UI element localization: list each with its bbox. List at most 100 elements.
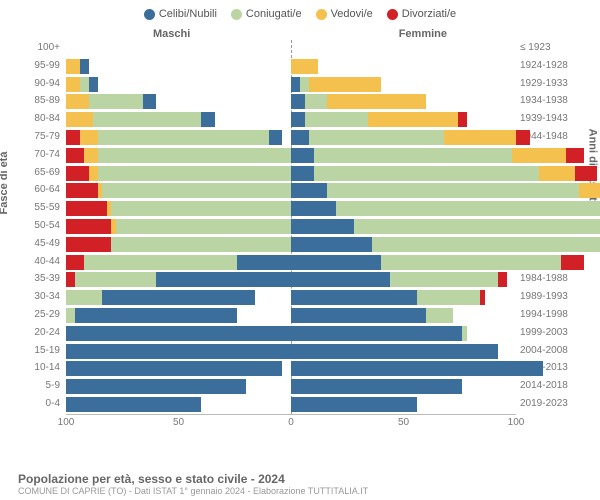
legend-label: Divorziati/e [402, 8, 456, 20]
segment-ved [66, 112, 93, 127]
header-male: Maschi [153, 28, 190, 40]
legend-label: Celibi/Nubili [159, 8, 217, 20]
segment-con [84, 255, 237, 270]
segment-con [66, 308, 75, 323]
segment-con [372, 237, 600, 252]
bar-female [291, 130, 600, 145]
segment-cel [291, 308, 426, 323]
segment-cel [102, 290, 255, 305]
bar-female [291, 255, 600, 270]
segment-cel [269, 130, 283, 145]
segment-div [66, 272, 75, 287]
segment-cel [156, 272, 291, 287]
bar-female [291, 77, 600, 92]
bar-female [291, 148, 600, 163]
age-label: 70-74 [18, 149, 60, 160]
bar-female [291, 94, 600, 109]
bar-female [291, 166, 600, 181]
legend-swatch [387, 9, 398, 20]
segment-ved [66, 94, 89, 109]
segment-ved [89, 166, 98, 181]
bar-female [291, 361, 600, 376]
segment-cel [291, 255, 381, 270]
segment-cel [66, 361, 282, 376]
x-axis: 10050050100 [66, 414, 516, 428]
bar-female [291, 183, 600, 198]
segment-ved [80, 130, 98, 145]
age-row: 40-441979-1983 [66, 254, 516, 272]
age-row: 85-891934-1938 [66, 93, 516, 111]
age-label: 65-69 [18, 167, 60, 178]
header-female: Femmine [399, 28, 447, 40]
age-label: 15-19 [18, 345, 60, 356]
segment-div [516, 130, 530, 145]
bar-female [291, 397, 600, 412]
segment-div [458, 112, 467, 127]
segment-con [89, 94, 143, 109]
segment-con [381, 255, 561, 270]
bar-female [291, 219, 600, 234]
segment-div [480, 290, 485, 305]
segment-cel [75, 308, 237, 323]
age-label: 80-84 [18, 113, 60, 124]
segment-con [336, 201, 600, 216]
segment-con [314, 166, 539, 181]
bar-female [291, 201, 600, 216]
legend-swatch [231, 9, 242, 20]
bars-region: 100+≤ 192395-991924-192890-941929-193385… [66, 40, 516, 414]
segment-con [314, 148, 512, 163]
bar-female [291, 112, 600, 127]
bar-female [291, 290, 600, 305]
segment-con [305, 94, 328, 109]
segment-div [575, 166, 598, 181]
age-label: 30-34 [18, 291, 60, 302]
age-row: 70-741949-1953 [66, 147, 516, 165]
segment-con [66, 290, 102, 305]
legend-label: Vedovi/e [331, 8, 373, 20]
segment-ved [66, 59, 80, 74]
segment-con [327, 183, 579, 198]
age-label: 5-9 [18, 380, 60, 391]
plot-area: Fasce di età Anni di nascita 100+≤ 19239… [18, 40, 578, 440]
segment-ved [444, 130, 516, 145]
age-row: 55-591964-1968 [66, 200, 516, 218]
segment-cel [291, 344, 498, 359]
bar-female [291, 308, 600, 323]
segment-cel [201, 112, 215, 127]
bar-female [291, 272, 600, 287]
bar-female [291, 344, 600, 359]
bar-female [291, 237, 600, 252]
age-label: 20-24 [18, 327, 60, 338]
segment-cel [89, 77, 98, 92]
segment-div [566, 148, 584, 163]
legend-item: Celibi/Nubili [144, 8, 217, 20]
x-tick: 0 [288, 417, 294, 428]
bar-female [291, 326, 600, 341]
segment-cel [291, 183, 327, 198]
age-label: 35-39 [18, 273, 60, 284]
segment-div [66, 255, 84, 270]
age-row: 80-841939-1943 [66, 111, 516, 129]
segment-ved [309, 77, 381, 92]
segment-cel [291, 361, 543, 376]
segment-cel [291, 130, 309, 145]
segment-con [80, 77, 89, 92]
segment-con [390, 272, 498, 287]
x-tick: 50 [398, 417, 409, 428]
segment-cel [291, 219, 354, 234]
age-row: 30-341989-1993 [66, 289, 516, 307]
bar-female [291, 379, 600, 394]
age-row: 50-541969-1973 [66, 218, 516, 236]
age-label: 55-59 [18, 202, 60, 213]
segment-cel [66, 379, 246, 394]
x-tick: 50 [173, 417, 184, 428]
age-label: 85-89 [18, 95, 60, 106]
segment-cel [291, 272, 390, 287]
segment-con [305, 112, 368, 127]
age-row: 90-941929-1933 [66, 76, 516, 94]
legend-item: Coniugati/e [231, 8, 302, 20]
x-tick: 100 [58, 417, 75, 428]
segment-div [66, 148, 84, 163]
segment-con [98, 130, 269, 145]
segment-ved [579, 183, 600, 198]
